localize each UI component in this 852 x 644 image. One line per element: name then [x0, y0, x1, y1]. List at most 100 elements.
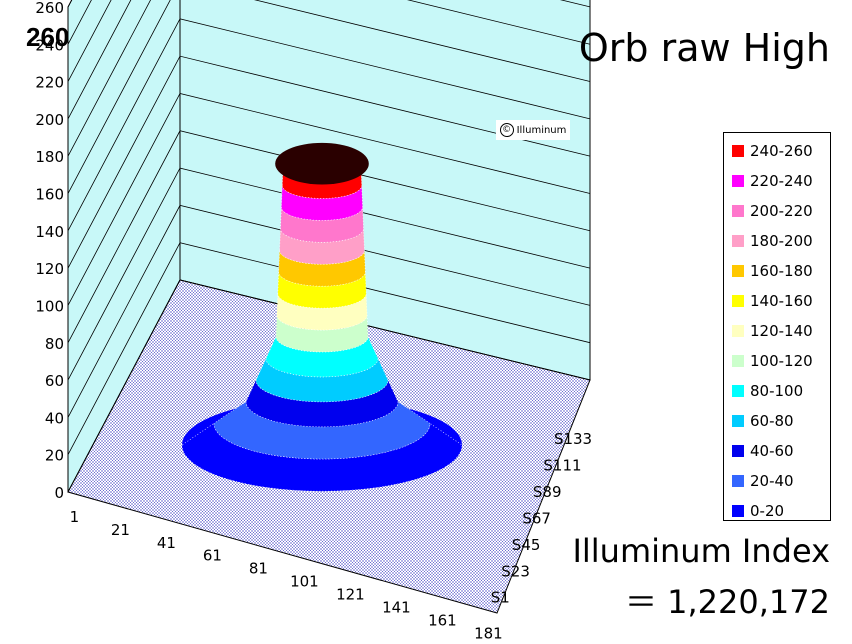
index-label: Illuminum Index	[572, 532, 830, 570]
surface-band	[276, 293, 368, 331]
watermark-text: Illuminum	[516, 124, 567, 136]
surface-band	[277, 271, 367, 309]
legend-item: 220-240	[732, 171, 813, 191]
legend-label: 60-80	[750, 412, 794, 430]
x-tick-label: 141	[382, 599, 411, 617]
gridline	[67, 55, 591, 269]
watermark: © Illuminum	[496, 120, 570, 140]
z-tick-label: 120	[35, 260, 64, 278]
legend-item: 0-20	[732, 501, 784, 521]
chart-title: Orb raw High	[578, 26, 830, 70]
legend-label: 40-60	[750, 442, 794, 460]
x-tick-label: 161	[428, 612, 457, 630]
gridline	[67, 0, 591, 157]
z-tick-label: 180	[35, 148, 64, 166]
x-tick-label: 1	[70, 508, 80, 526]
legend-swatch	[732, 475, 744, 487]
y-tick-label: S89	[533, 483, 562, 501]
legend-label: 180-200	[750, 232, 813, 250]
surface-band	[281, 185, 363, 221]
legend-item: 200-220	[732, 201, 813, 221]
legend-label: 100-120	[750, 352, 813, 370]
z-tick-label: 0	[54, 484, 64, 502]
legend-item: 160-180	[732, 261, 813, 281]
copyright-icon: ©	[499, 123, 514, 137]
z-tick-label: 260	[35, 0, 64, 17]
legend-label: 20-40	[750, 472, 794, 490]
peak-value-label: 260	[26, 22, 70, 52]
legend-swatch	[732, 265, 744, 277]
legend-swatch	[732, 175, 744, 187]
gridline	[67, 130, 591, 343]
x-tick-label: 61	[203, 547, 222, 565]
x-tick-label: 21	[111, 521, 130, 539]
gridline	[67, 0, 112, 82]
y-tick-label: S45	[512, 536, 541, 554]
gridline	[67, 0, 591, 120]
y-tick-label: S67	[522, 509, 551, 527]
legend-item: 120-140	[732, 321, 813, 341]
legend: 240-260 220-240 200-220 180-200 160-180 140-1…	[723, 132, 831, 521]
legend-label: 0-20	[750, 502, 785, 520]
z-axis-ticks: 0 20 40 60 80 100 120 140 160 180 200 220 240 260	[35, 0, 64, 502]
legend-item: 180-200	[732, 231, 813, 251]
legend-item: 40-60	[732, 441, 794, 461]
index-value: ＝ 1,220,172	[624, 583, 830, 621]
legend-item: 20-40	[732, 471, 794, 491]
y-tick-label: S133	[554, 430, 592, 448]
peak-surface	[181, 142, 463, 492]
x-tick-label: 41	[157, 534, 176, 552]
legend-item: 60-80	[732, 411, 794, 431]
gridline	[67, 18, 591, 232]
legend-swatch	[732, 145, 744, 157]
surface-band	[265, 336, 379, 378]
legend-swatch	[732, 205, 744, 217]
legend-label: 140-160	[750, 292, 813, 310]
legend-swatch	[732, 385, 744, 397]
x-tick-label: 181	[474, 625, 503, 639]
z-tick-label: 20	[45, 447, 64, 465]
z-tick-label: 140	[35, 223, 64, 241]
y-tick-label: S111	[543, 457, 581, 475]
gridline	[67, 92, 591, 306]
z-tick-label: 240	[35, 36, 64, 54]
z-tick-label: 80	[45, 335, 64, 353]
gridline	[67, 167, 591, 381]
peak-top	[275, 142, 369, 185]
z-tick-label: 60	[45, 372, 64, 390]
legend-label: 160-180	[750, 262, 813, 280]
legend-item: 140-160	[732, 291, 813, 311]
legend-swatch	[732, 235, 744, 247]
z-tick-label: 40	[45, 409, 64, 427]
y-tick-label: S1	[491, 589, 510, 607]
x-tick-label: 101	[290, 573, 319, 591]
legend-swatch	[732, 325, 744, 337]
z-tick-label: 100	[35, 297, 64, 315]
legend-label: 220-240	[750, 172, 813, 190]
y-tick-label: S23	[501, 562, 530, 580]
wall-gridlines	[67, 0, 591, 493]
legend-swatch	[732, 505, 744, 517]
gridline	[67, 242, 591, 455]
legend-swatch	[732, 415, 744, 427]
surface-band	[275, 315, 369, 353]
gridline	[67, 204, 591, 418]
legend-swatch	[732, 445, 744, 457]
legend-item: 100-120	[732, 351, 813, 371]
surface-band	[245, 379, 399, 428]
z-tick-label: 160	[35, 186, 64, 204]
z-tick-label: 220	[35, 74, 64, 92]
gridline	[67, 0, 591, 194]
x-tick-label: 81	[249, 560, 268, 578]
legend-label: 200-220	[750, 202, 813, 220]
legend-item: 80-100	[732, 381, 803, 401]
gridline	[67, 279, 591, 493]
legend-label: 80-100	[750, 382, 804, 400]
y-axis-ticks: S1 S23 S45 S67 S89 S111 S133	[491, 430, 592, 606]
legend-item: 240-260	[732, 141, 813, 161]
legend-swatch	[732, 295, 744, 307]
legend-label: 120-140	[750, 322, 813, 340]
